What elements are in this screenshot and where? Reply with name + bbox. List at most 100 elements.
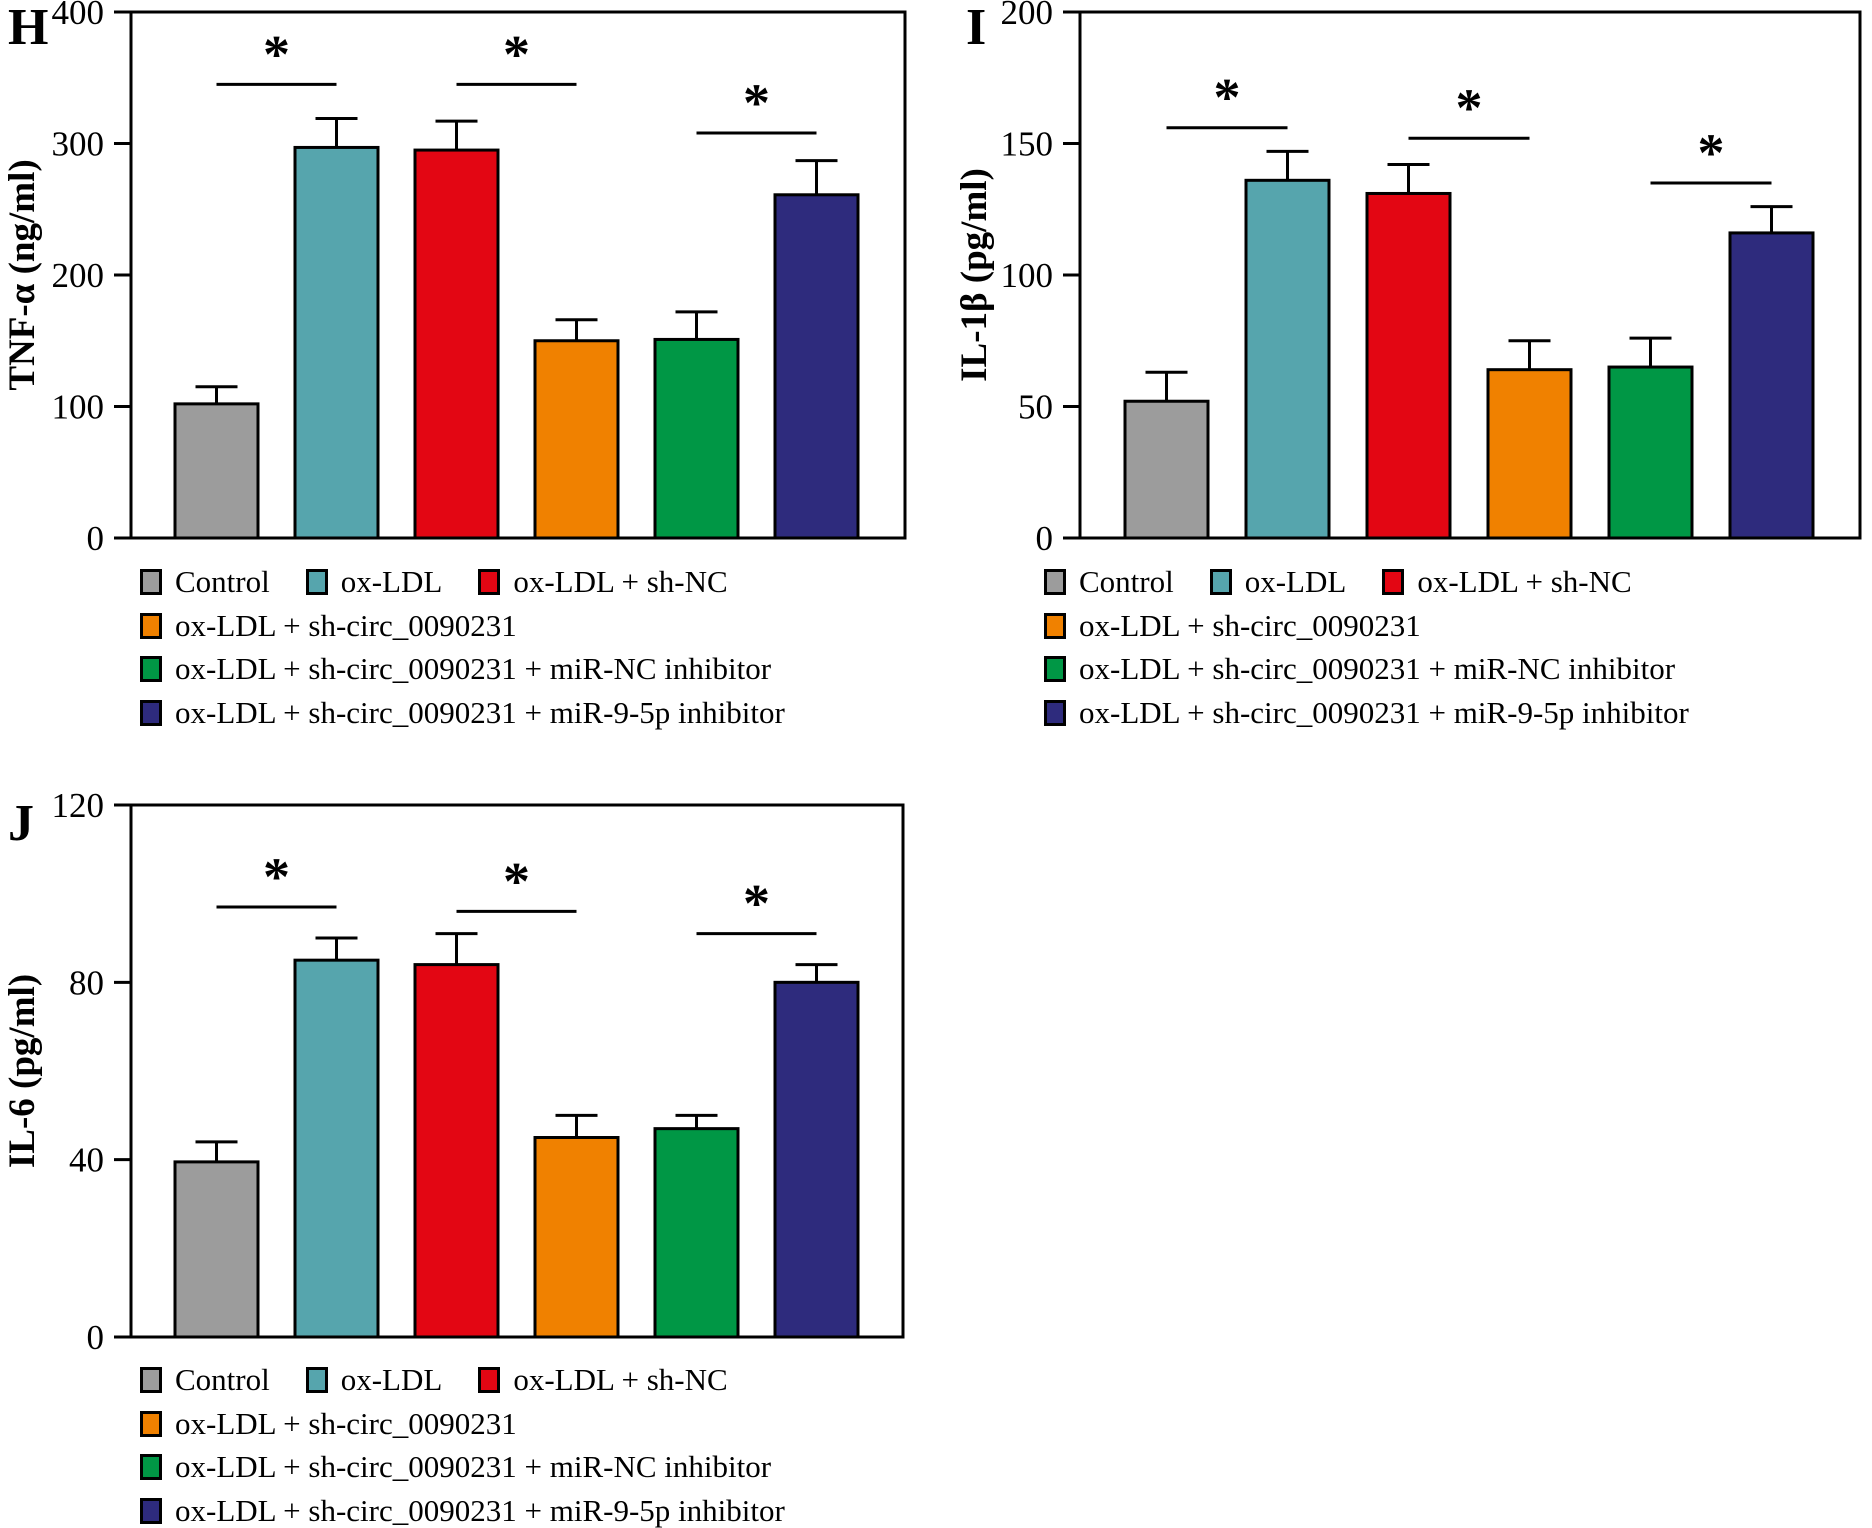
legend-il-6: Control ox-LDL ox-LDL + sh-NC ox-LDL + sh-c… [140,1362,785,1528]
bar-ox-ldl-sh-circ-0090231 [1486,368,1573,540]
panel-il-1beta: I 0 50 100 150 200 IL-1β (pg/ml) * * * Control ox… [940,0,1872,790]
significance-asterisk: * [1456,78,1483,138]
bar-ox-ldl-sh-circ-0090231-mir-nc-inhibitor [653,1127,740,1339]
bar-chart-il-6: 0 40 80 120 IL-6 (pg/ml) * * * [2,786,905,1357]
legend-row: Control ox-LDL ox-LDL + sh-NC [140,564,785,599]
legend-item: ox-LDL + sh-circ_0090231 [140,607,517,643]
legend-swatch [140,612,162,639]
legend-swatch [1044,656,1066,683]
legend-row: Control ox-LDL ox-LDL + sh-NC [1044,564,1689,599]
y-axis-tick-label: 400 [52,0,105,32]
legend-item: ox-LDL [305,1362,443,1397]
panel-letter-i: I [966,0,987,56]
legend-label: ox-LDL + sh-circ_0090231 + miR-NC inhibi… [175,1449,772,1485]
y-axis-tick-label: 150 [1001,125,1054,164]
bar-chart-il-1beta: 0 50 100 150 200 IL-1β (pg/ml) * * * [954,0,1862,558]
legend-item: ox-LDL + sh-circ_0090231 [140,1405,517,1441]
legend-swatch [478,569,501,596]
legend-swatch [140,1367,162,1394]
panel-letter-h: H [8,0,49,56]
y-axis-tick-label: 80 [69,963,104,1002]
legend-label: ox-LDL [340,1362,443,1397]
legend-row: ox-LDL + sh-circ_0090231 + miR-9-5p inhi… [140,694,785,730]
y-axis-tick-label: 100 [1001,256,1054,295]
legend-label: ox-LDL + sh-circ_0090231 [175,607,517,643]
legend-row: ox-LDL + sh-circ_0090231 + miR-9-5p inhi… [1044,696,1689,730]
significance-asterisk: * [263,24,290,84]
legend-label: Control [1079,564,1174,599]
legend-swatch [1044,569,1066,596]
legend-label: Control [175,564,270,599]
y-axis-tick-label: 0 [87,1318,105,1357]
y-axis-tick-label: 200 [1001,0,1054,32]
panel-tnf-alpha: H 0 100 200 300 400 TNF-α (ng/ml) * * * Control o… [0,0,940,790]
legend-swatch [1382,569,1405,596]
legend-swatch [1044,612,1066,639]
legend-item: Control [140,1363,270,1397]
legend-label: ox-LDL + sh-circ_0090231 + miR-9-5p inhi… [175,694,785,730]
legend-item: ox-LDL [305,564,443,599]
legend-row: Control ox-LDL ox-LDL + sh-NC [140,1362,785,1397]
legend-label: ox-LDL + sh-circ_0090231 + miR-9-5p inhi… [175,1492,785,1528]
legend-label: ox-LDL [1244,564,1347,599]
legend-swatch [140,656,162,683]
legend-swatch [1209,569,1232,596]
bar-ox-ldl [293,145,380,540]
legend-il-1beta: Control ox-LDL ox-LDL + sh-NC ox-LDL + sh-c… [1044,564,1689,730]
legend-item: ox-LDL + sh-circ_0090231 + miR-NC inhibi… [140,1451,771,1484]
plot-frame [129,10,907,540]
legend-row: ox-LDL + sh-circ_0090231 [140,607,785,643]
legend-swatch [140,1497,162,1524]
bar-ox-ldl-sh-circ-0090231-mir-9-5p-inhibitor [773,193,860,540]
bar-ox-ldl-sh-nc [413,963,500,1339]
bar-ox-ldl [293,958,380,1339]
y-axis-title: IL-6 (pg/ml) [2,974,43,1168]
legend-swatch [1044,699,1066,726]
bar-ox-ldl [1244,178,1331,540]
legend-label: ox-LDL + sh-NC [513,1362,728,1397]
legend-tnf-alpha: Control ox-LDL ox-LDL + sh-NC ox-LDL + sh-c… [140,564,785,730]
legend-swatch [140,699,162,726]
significance-asterisk: * [1698,123,1725,183]
y-axis-tick-label: 300 [52,125,105,164]
legend-label: ox-LDL + sh-NC [1417,564,1632,599]
legend-row: ox-LDL + sh-circ_0090231 + miR-NC inhibi… [140,1451,785,1484]
legend-item: Control [1044,564,1174,599]
legend-item: ox-LDL + sh-NC [478,1362,728,1397]
legend-label: ox-LDL + sh-circ_0090231 + miR-NC inhibi… [1079,651,1676,687]
legend-item: Control [140,564,270,599]
panel-letter-j: J [8,795,34,852]
legend-label: ox-LDL + sh-circ_0090231 [175,1405,517,1441]
bar-ox-ldl-sh-circ-0090231-mir-nc-inhibitor [653,337,740,540]
significance-asterisk: * [503,851,530,911]
y-axis-tick-label: 40 [69,1141,104,1180]
legend-item: ox-LDL + sh-NC [478,565,728,599]
legend-item: ox-LDL + sh-circ_0090231 [1044,607,1421,643]
legend-swatch [478,1367,501,1394]
legend-row: ox-LDL + sh-circ_0090231 [1044,607,1689,643]
y-axis-tick-label: 200 [52,256,105,295]
bar-ox-ldl-sh-circ-0090231 [533,1136,620,1339]
plot-frame [129,803,905,1339]
legend-label: ox-LDL [340,564,443,599]
legend-label: ox-LDL + sh-circ_0090231 + miR-NC inhibi… [175,651,772,687]
y-axis-title: IL-1β (pg/ml) [954,168,995,382]
legend-item: ox-LDL + sh-circ_0090231 + miR-NC inhibi… [1044,653,1675,686]
bar-ox-ldl-sh-circ-0090231 [533,339,620,540]
plot-frame [1078,10,1862,540]
bar-chart-tnf-alpha: 0 100 200 300 400 TNF-α (ng/ml) * * * [2,0,907,558]
bar-ox-ldl-sh-circ-0090231-mir-nc-inhibitor [1607,365,1694,540]
significance-asterisk: * [743,73,770,133]
panel-il-6: J 0 40 80 120 IL-6 (pg/ml) * * * Control ox-LDL o… [0,786,940,1526]
bar-ox-ldl-sh-circ-0090231-mir-9-5p-inhibitor [773,980,860,1339]
significance-asterisk: * [1214,68,1241,128]
significance-asterisk: * [503,24,530,84]
legend-label: ox-LDL + sh-circ_0090231 [1079,607,1421,643]
legend-item: ox-LDL + sh-circ_0090231 + miR-9-5p inhi… [140,694,785,730]
legend-swatch [140,569,162,596]
bar-ox-ldl-sh-circ-0090231-mir-9-5p-inhibitor [1728,231,1815,540]
y-axis-tick-label: 50 [1018,388,1053,427]
y-axis-tick-label: 0 [87,519,105,558]
bar-ox-ldl-sh-nc [413,148,500,540]
legend-item: ox-LDL + sh-circ_0090231 + miR-9-5p inhi… [140,1492,785,1528]
